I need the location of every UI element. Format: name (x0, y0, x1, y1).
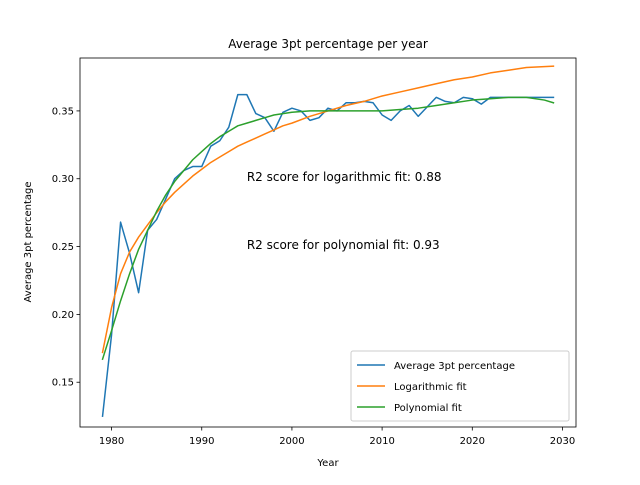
x-tick-label-1990: 1990 (189, 436, 214, 447)
series-line-1 (101, 93, 555, 417)
y-tick-label-3: 0.30 (52, 174, 74, 185)
y-tick-label-2: 0.25 (52, 242, 74, 253)
y-tick-label-4: 0.35 (52, 106, 74, 117)
x-tick-label-2010: 2010 (369, 436, 394, 447)
annotation-1: R2 score for logarithmic fit: 0.88 (247, 170, 442, 184)
y-axis-title: Average 3pt percentage (23, 182, 34, 303)
legend-box (350, 350, 570, 422)
legend-label-1: Average 3pt percentage (394, 361, 515, 372)
chart-title: Average 3pt percentage per year (228, 37, 428, 51)
legend-label-2: Logarithmic fit (394, 382, 467, 393)
x-axis-title: Year (316, 458, 339, 469)
series-line-3 (101, 96, 555, 361)
annotation-2: R2 score for polynomial fit: 0.93 (247, 238, 440, 252)
x-tick-label-2020: 2020 (460, 436, 485, 447)
plot-area: R2 score for logarithmic fit: 0.88 R2 sco… (101, 65, 555, 417)
y-tick-label-0: 0.15 (52, 378, 74, 389)
legend: Average 3pt percentage Logarithmic fit Pol… (350, 350, 570, 422)
x-tick-label-2030: 2030 (550, 436, 575, 447)
x-tick-label-2000: 2000 (279, 436, 304, 447)
y-tick-label-1: 0.20 (52, 310, 74, 321)
x-tick-label-1980: 1980 (99, 436, 124, 447)
axes-frame (79, 57, 577, 428)
legend-label-3: Polynomial fit (394, 403, 462, 414)
axes: 1980 1990 2000 2010 2020 2030 0.15 0.20 0.25 0.30… (52, 57, 577, 447)
